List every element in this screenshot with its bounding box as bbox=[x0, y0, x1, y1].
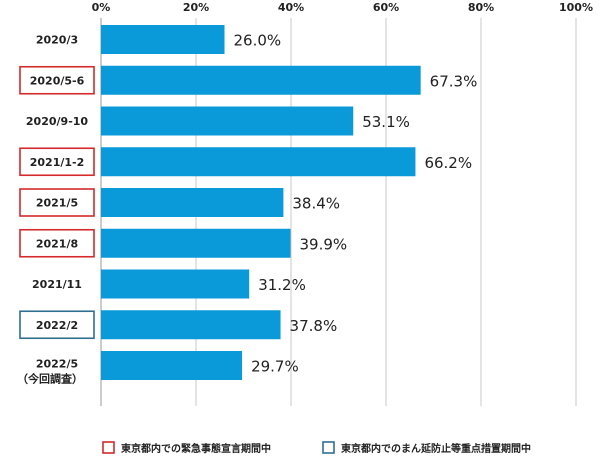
data-label: 31.2% bbox=[258, 276, 306, 294]
data-label: 26.0% bbox=[234, 32, 282, 50]
x-tick-label: 20% bbox=[183, 1, 209, 14]
x-tick-label: 60% bbox=[373, 1, 399, 14]
data-label: 37.8% bbox=[290, 317, 338, 335]
bar bbox=[101, 351, 243, 380]
data-label: 53.1% bbox=[362, 113, 410, 131]
legend: 東京都内での緊急事態宣言期間中 東京都内でのまん延防止等重点措置期間中 bbox=[102, 441, 531, 455]
category-label: 2021/11 bbox=[32, 278, 82, 291]
bar bbox=[101, 228, 291, 258]
emergency-period-frame bbox=[19, 228, 95, 258]
category-label: 2021/8 bbox=[36, 237, 78, 250]
bar bbox=[101, 106, 354, 136]
category-label: 2022/2 bbox=[36, 319, 78, 332]
x-tick-label: 40% bbox=[278, 1, 304, 14]
data-label: 29.7% bbox=[251, 358, 299, 376]
data-label: 67.3% bbox=[430, 72, 478, 90]
bar bbox=[101, 25, 225, 54]
data-label: 39.9% bbox=[300, 235, 348, 253]
data-label: 38.4% bbox=[292, 195, 340, 213]
legend-swatch-emergency bbox=[102, 441, 115, 454]
category-label: 2021/1-2 bbox=[30, 156, 85, 169]
category-label: 2020/5-6 bbox=[30, 74, 85, 87]
x-tick-label: 0% bbox=[92, 1, 111, 14]
emergency-period-frame bbox=[19, 65, 95, 95]
bar bbox=[101, 147, 416, 177]
category-label: 2020/3 bbox=[36, 34, 78, 47]
emergency-period-frame bbox=[19, 147, 95, 177]
legend-label-emergency: 東京都内での緊急事態宣言期間中 bbox=[121, 442, 271, 455]
bar bbox=[101, 188, 284, 217]
bar bbox=[101, 65, 421, 95]
legend-label-priority: 東京都内でのまん延防止等重点措置期間中 bbox=[341, 442, 531, 455]
bar bbox=[101, 310, 281, 340]
emergency-period-frame bbox=[19, 188, 95, 217]
x-axis-ticks: 0% 20% 40% 60% 80% 100% bbox=[92, 1, 593, 14]
category-label: 2020/9-10 bbox=[26, 115, 89, 128]
x-tick-label: 80% bbox=[468, 1, 494, 14]
category-label: 2022/5 bbox=[36, 358, 78, 371]
bars: 26.0% 2020/3 67.3% 2020/5-6 53.1% 2020/9-10 66… bbox=[17, 25, 477, 386]
legend-swatch-priority bbox=[322, 441, 335, 454]
priority-period-frame bbox=[19, 310, 95, 340]
category-label: 2021/5 bbox=[36, 197, 78, 210]
bar bbox=[101, 269, 250, 299]
data-label: 66.2% bbox=[424, 154, 472, 172]
category-sublabel: （今回調査） bbox=[17, 372, 83, 386]
x-tick-label: 100% bbox=[559, 1, 593, 14]
